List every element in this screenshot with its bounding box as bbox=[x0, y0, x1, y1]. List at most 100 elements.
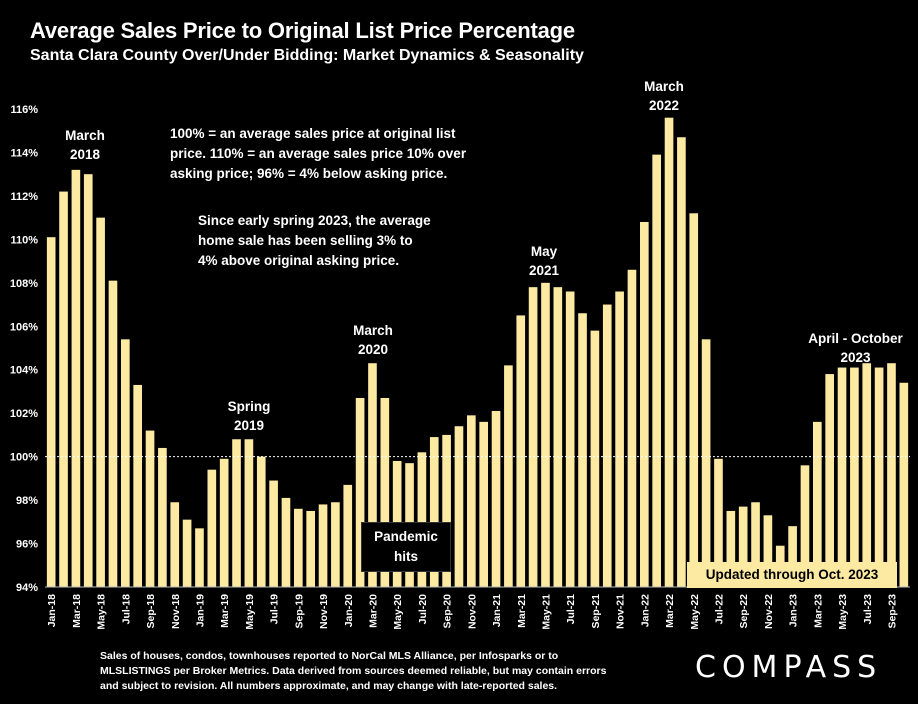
bar bbox=[380, 397, 390, 587]
footnote-line: Sales of houses, condos, townhouses repo… bbox=[100, 650, 559, 662]
x-tick-label: Mar-19 bbox=[219, 594, 231, 628]
x-tick-label: Nov-22 bbox=[763, 594, 775, 629]
bar bbox=[158, 447, 167, 587]
bar bbox=[627, 269, 637, 587]
bar bbox=[219, 458, 229, 587]
x-tick-label: Jan-21 bbox=[491, 594, 503, 627]
annotation-line: 2021 bbox=[528, 263, 560, 278]
x-tick-label: Nov-18 bbox=[170, 594, 182, 629]
bar bbox=[467, 415, 476, 587]
bar bbox=[83, 174, 93, 587]
bar bbox=[46, 237, 56, 587]
note-line: asking price; 96% = 4% below asking pric… bbox=[170, 166, 448, 181]
bar bbox=[899, 382, 909, 587]
bar bbox=[677, 137, 686, 587]
annotation-may-2021: May 2021 bbox=[514, 242, 574, 280]
footnote-line: and subject to revision. All numbers app… bbox=[100, 680, 558, 692]
x-tick-label: Mar-21 bbox=[516, 594, 528, 628]
annotation-line: 2022 bbox=[648, 98, 680, 113]
bar bbox=[417, 452, 427, 587]
y-tick-label: 104% bbox=[10, 365, 38, 377]
bar bbox=[491, 411, 501, 587]
bar bbox=[96, 217, 105, 587]
bar bbox=[355, 397, 365, 587]
bar bbox=[368, 363, 377, 587]
bar bbox=[429, 437, 439, 587]
bar bbox=[195, 528, 204, 587]
pandemic-line: Pandemic bbox=[374, 529, 438, 544]
x-tick-label: Sep-19 bbox=[293, 594, 305, 629]
source-footnote: Sales of houses, condos, townhouses repo… bbox=[100, 649, 660, 694]
bar bbox=[244, 439, 254, 587]
bar bbox=[615, 291, 624, 587]
bar bbox=[133, 384, 142, 587]
bar bbox=[232, 439, 241, 587]
bar bbox=[887, 363, 896, 587]
x-tick-label: Jul-23 bbox=[862, 594, 874, 625]
bar bbox=[602, 304, 612, 587]
bar bbox=[306, 510, 315, 587]
note-line: home sale has been selling 3% to bbox=[198, 233, 413, 248]
x-tick-label: Jul-22 bbox=[713, 594, 725, 625]
bar bbox=[652, 154, 661, 587]
annotation-line: 2018 bbox=[69, 147, 101, 162]
bar bbox=[874, 367, 884, 587]
x-tick-label: Sep-23 bbox=[886, 594, 898, 629]
bar bbox=[825, 374, 834, 587]
x-tick-label: Mar-23 bbox=[812, 594, 824, 628]
bar bbox=[528, 287, 538, 587]
annotation-line: March bbox=[353, 323, 393, 338]
footnote-line: MLSLISTINGS per Broker Metrics. Data der… bbox=[100, 665, 607, 677]
bar bbox=[714, 458, 723, 587]
y-tick-label: 96% bbox=[16, 539, 38, 551]
bar bbox=[71, 169, 81, 587]
x-tick-label: Sep-20 bbox=[442, 594, 454, 629]
annotation-spring-2019: Spring 2019 bbox=[219, 397, 279, 435]
x-tick-label: Jul-20 bbox=[417, 594, 429, 625]
annotation-apr-oct-2023: April - October 2023 bbox=[798, 329, 913, 367]
bar bbox=[256, 456, 266, 587]
x-tick-label: Nov-19 bbox=[318, 594, 330, 629]
bar bbox=[738, 506, 748, 587]
x-tick-label: Jan-18 bbox=[46, 594, 58, 627]
bar bbox=[689, 213, 699, 588]
annotation-line: 2020 bbox=[357, 342, 389, 357]
y-tick-label: 110% bbox=[10, 234, 38, 246]
x-tick-label: Jan-20 bbox=[343, 594, 355, 627]
x-tick-label: Nov-21 bbox=[615, 594, 627, 629]
bar bbox=[504, 365, 513, 587]
bar bbox=[862, 363, 872, 587]
y-tick-label: 106% bbox=[10, 321, 38, 333]
bar bbox=[318, 504, 328, 587]
bar bbox=[590, 330, 600, 587]
bar bbox=[837, 367, 847, 587]
y-tick-label: 108% bbox=[10, 278, 38, 290]
annotation-line: Spring bbox=[227, 399, 271, 414]
bar bbox=[800, 465, 810, 587]
annotation-line: April - October bbox=[808, 331, 903, 346]
pandemic-line: hits bbox=[393, 549, 418, 564]
bar bbox=[331, 502, 340, 587]
bar bbox=[207, 469, 217, 587]
bar bbox=[578, 313, 587, 587]
annotation-line: March bbox=[644, 79, 684, 94]
x-tick-label: Jul-18 bbox=[120, 594, 132, 625]
annotation-march-2018: March 2018 bbox=[55, 126, 115, 164]
note-line: 100% = an average sales price at origina… bbox=[170, 126, 456, 141]
x-tick-label: Jan-23 bbox=[788, 594, 800, 627]
chart-title: Average Sales Price to Original List Pri… bbox=[30, 18, 575, 43]
bar bbox=[553, 287, 563, 587]
bar bbox=[454, 426, 464, 587]
bar bbox=[813, 421, 822, 587]
bar bbox=[121, 339, 130, 587]
bar bbox=[442, 434, 451, 587]
y-tick-label: 114% bbox=[10, 147, 38, 159]
x-tick-label: Jul-21 bbox=[565, 594, 577, 625]
bar bbox=[751, 502, 760, 587]
bar bbox=[788, 526, 797, 587]
x-tick-label: Mar-18 bbox=[71, 594, 83, 628]
bar bbox=[664, 117, 674, 587]
x-tick-label: Mar-20 bbox=[367, 594, 379, 628]
y-tick-label: 116% bbox=[10, 104, 38, 116]
x-tick-label: Sep-18 bbox=[145, 594, 157, 629]
